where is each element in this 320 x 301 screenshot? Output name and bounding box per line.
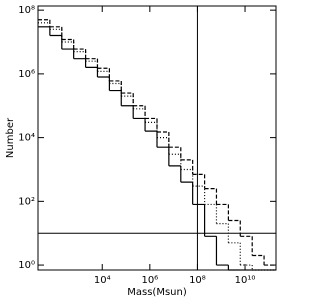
- histogram-step: [192, 169, 205, 187]
- histogram-step: [156, 122, 169, 139]
- histogram-step: [156, 118, 169, 133]
- histogram-step: [108, 68, 122, 82]
- histogram-step: [120, 83, 134, 97]
- histogram-step: [251, 236, 265, 257]
- histogram-step: [215, 204, 229, 225]
- histogram-step: [263, 255, 276, 266]
- histogram-step: [239, 242, 253, 266]
- histogram-step: [85, 49, 98, 60]
- histogram-step: [215, 188, 229, 206]
- histogram-step: [227, 265, 241, 271]
- chart: Mass(Msun) Number 10⁴ 10⁶ 10⁸ 10¹⁰ 10⁰ 10² 10⁴…: [5, 5, 277, 298]
- histogram-step: [49, 19, 62, 28]
- histogram-step: [168, 131, 181, 148]
- histogram-step: [96, 67, 110, 78]
- histogram-step: [120, 80, 134, 94]
- histogram-step: [85, 51, 98, 62]
- histogram-step: [156, 131, 169, 148]
- histogram-step: [168, 137, 181, 155]
- x-tick-label: 10⁸: [189, 275, 206, 286]
- y-axis-label: Number: [5, 117, 16, 158]
- histogram-step: [96, 58, 110, 69]
- histogram-step: [132, 105, 146, 120]
- histogram-step: [61, 29, 74, 43]
- histogram-step: [251, 265, 265, 271]
- histogram-step: [204, 174, 217, 190]
- histogram-step: [73, 49, 86, 60]
- histogram-step: [180, 154, 193, 171]
- histogram-step: [85, 58, 98, 68]
- histogram-step: [73, 42, 86, 53]
- histogram-step: [144, 105, 157, 120]
- histogram-step: [192, 159, 205, 176]
- x-tick-label: 10⁴: [94, 275, 111, 286]
- histogram-step: [61, 35, 74, 50]
- histogram-step: [132, 96, 146, 110]
- histogram-step: [96, 61, 110, 72]
- histogram-step: [73, 39, 86, 50]
- histogram-step: [132, 93, 146, 107]
- y-tick-label: 10⁸: [18, 5, 35, 16]
- histogram-step: [144, 108, 157, 124]
- x-tick-label: 10¹⁰: [235, 275, 256, 286]
- histogram-step: [239, 220, 253, 237]
- histogram-step: [180, 147, 193, 161]
- histogram-step: [215, 236, 229, 266]
- y-tick-label: 10⁶: [18, 69, 35, 80]
- histogram-step: [227, 204, 241, 222]
- histogram-step: [49, 26, 62, 37]
- y-tick-label: 10²: [18, 196, 35, 207]
- x-axis-label: Mass(Msun): [127, 287, 187, 298]
- histogram-step: [180, 165, 193, 183]
- histogram-step: [108, 71, 122, 85]
- histogram-step: [49, 22, 62, 30]
- histogram-step: [168, 147, 181, 167]
- y-tick-label: 10⁴: [18, 133, 35, 144]
- histogram-step: [61, 26, 74, 41]
- x-tick-label: 10⁶: [141, 275, 158, 286]
- histogram-step: [108, 76, 122, 92]
- y-tick-label: 10⁰: [18, 260, 35, 271]
- histogram-step: [204, 204, 217, 237]
- histogram-step: [192, 182, 205, 206]
- histogram-step: [144, 118, 157, 132]
